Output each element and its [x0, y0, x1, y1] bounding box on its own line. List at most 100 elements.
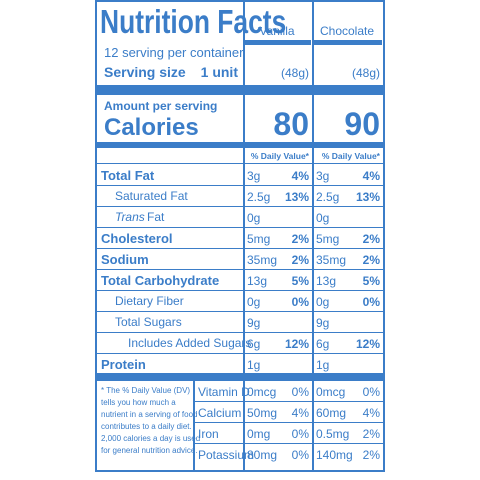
- nutrient-name: Total Fat: [101, 168, 155, 183]
- footnote-line: * The % Daily Value (DV): [101, 386, 191, 395]
- nutrient-amount: 1g: [316, 358, 330, 372]
- rule: [95, 290, 384, 291]
- vitamin-name: Potassium: [198, 448, 255, 462]
- rule: [95, 142, 384, 148]
- calories-value: 80: [273, 106, 309, 142]
- rule: [95, 269, 384, 270]
- nutrient-amount: 2.5g: [316, 190, 340, 204]
- vitamin-daily-value: 0%: [291, 385, 309, 399]
- servings-per-container: 12 serving per container: [104, 45, 244, 60]
- vitamin-amount: 0mcg: [247, 385, 277, 399]
- nutrient-name: Sodium: [101, 252, 149, 267]
- serving-weight: (48g): [351, 66, 380, 80]
- footnote-line: for general nutrition advice.: [101, 446, 198, 455]
- nutrient-daily-value: 4%: [291, 169, 309, 183]
- column-header: Chocolate: [319, 24, 375, 38]
- nutrient-daily-value: 5%: [291, 274, 309, 288]
- rule: [95, 227, 384, 228]
- nutrient-amount: 6g: [316, 337, 330, 351]
- nutrient-amount: 0g: [316, 295, 330, 309]
- column-header: Vanilla: [259, 24, 295, 38]
- rule: [245, 40, 311, 45]
- nutrient-daily-value: 2%: [362, 232, 380, 246]
- nutrient-daily-value: 12%: [355, 337, 380, 351]
- title: Nutrition Facts: [100, 3, 287, 40]
- nutrient-amount: 35mg: [247, 253, 278, 267]
- rule: [193, 381, 195, 470]
- vitamin-amount: 80mg: [247, 448, 278, 462]
- vitamin-daily-value: 2%: [362, 448, 380, 462]
- nutrient-daily-value: 12%: [284, 337, 309, 351]
- nutrient-amount: 5mg: [247, 232, 271, 246]
- footnote-line: tells you how much a: [101, 398, 176, 407]
- rule: [193, 443, 384, 444]
- nutrient-name: Saturated Fat: [115, 189, 188, 203]
- nutrient-amount: 6g: [247, 337, 261, 351]
- rule: [314, 40, 382, 45]
- rule: [95, 0, 385, 2]
- nutrient-amount: 5mg: [316, 232, 340, 246]
- calories-label: Calories: [104, 114, 199, 141]
- vitamin-amount: 0.5mg: [316, 427, 350, 441]
- nutrient-name: Trans: [115, 210, 145, 224]
- vitamin-daily-value: 0%: [291, 448, 309, 462]
- rule: [95, 85, 384, 95]
- vitamin-daily-value: 0%: [362, 385, 380, 399]
- vitamin-daily-value: 2%: [362, 427, 380, 441]
- nutrient-amount: 9g: [316, 316, 330, 330]
- nutrient-amount: 9g: [247, 316, 261, 330]
- vitamin-amount: 0mg: [247, 427, 271, 441]
- vitamin-name: Vitamin D: [198, 385, 250, 399]
- vitamin-amount: 50mg: [247, 406, 278, 420]
- footnote-line: 2,000 calories a day is used: [101, 434, 201, 443]
- nutrient-amount: 3g: [316, 169, 330, 183]
- rule: [95, 248, 384, 249]
- nutrient-amount: 0g: [247, 295, 261, 309]
- nutrient-amount: 2.5g: [247, 190, 271, 204]
- rule: [243, 0, 245, 470]
- footnote-line: nutrient in a serving of food: [101, 410, 198, 419]
- nutrient-amount: 0g: [247, 211, 261, 225]
- rule: [312, 0, 314, 470]
- nutrient-amount: 1g: [247, 358, 261, 372]
- vitamin-amount: 140mg: [316, 448, 353, 462]
- rule: [95, 0, 97, 472]
- rule: [95, 163, 384, 164]
- rule: [193, 401, 384, 402]
- serving-weight: (48g): [280, 66, 309, 80]
- nutrient-amount: 13g: [316, 274, 337, 288]
- serving-size-label: Serving size: [104, 64, 186, 80]
- nutrient-daily-value: 0%: [362, 295, 380, 309]
- vitamin-name: Calcium: [198, 406, 242, 420]
- nutrient-daily-value: 2%: [291, 253, 309, 267]
- vitamin-daily-value: 4%: [291, 406, 309, 420]
- nutrient-amount: 0g: [316, 211, 330, 225]
- nutrient-daily-value: 13%: [284, 190, 309, 204]
- nutrient-daily-value: 0%: [291, 295, 309, 309]
- vitamin-name: Iron: [198, 427, 219, 441]
- rule: [383, 0, 385, 472]
- calories-value: 90: [344, 106, 380, 142]
- nutrient-amount: 3g: [247, 169, 261, 183]
- vitamin-daily-value: 0%: [291, 427, 309, 441]
- nutrient-name: Cholesterol: [101, 231, 173, 246]
- nutrient-name: Fat: [147, 210, 165, 224]
- nutrient-daily-value: 4%: [362, 169, 380, 183]
- footnote-line: contributes to a daily diet.: [101, 422, 192, 431]
- nutrient-amount: 35mg: [316, 253, 347, 267]
- nutrient-name: Dietary Fiber: [115, 294, 184, 308]
- rule: [95, 353, 384, 354]
- nutrient-name: Total Carbohydrate: [101, 273, 220, 288]
- serving-size-value: 1 unit: [200, 64, 238, 80]
- rule: [95, 206, 384, 207]
- rule: [95, 470, 385, 472]
- rule: [193, 422, 384, 423]
- nutrient-daily-value: 2%: [362, 253, 380, 267]
- nutrient-name: Includes Added Sugars: [128, 336, 252, 350]
- vitamin-amount: 0mcg: [316, 385, 346, 399]
- daily-value-header: % Daily Value*: [321, 151, 380, 161]
- daily-value-header: % Daily Value*: [250, 151, 309, 161]
- rule: [95, 185, 384, 186]
- nutrient-daily-value: 2%: [291, 232, 309, 246]
